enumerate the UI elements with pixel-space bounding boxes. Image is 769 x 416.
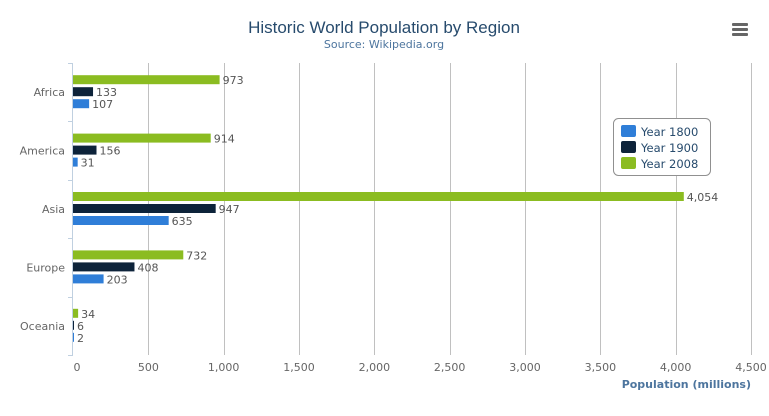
bar-year-1800[interactable] — [73, 332, 74, 342]
x-tick-label: 1,000 — [208, 361, 240, 374]
x-tick-label: 0 — [74, 361, 81, 374]
category-label: America — [20, 145, 65, 158]
hamburger-menu-icon — [732, 23, 748, 36]
bar-year-1800[interactable] — [73, 274, 104, 284]
data-label: 408 — [137, 261, 158, 274]
bar-year-2008[interactable] — [73, 308, 79, 318]
data-label: 31 — [81, 157, 95, 170]
legend-swatch — [621, 141, 636, 153]
chart-title: Historic World Population by Region — [248, 18, 520, 37]
x-axis-title: Population (millions) — [622, 378, 751, 391]
x-tick-label: 500 — [138, 361, 159, 374]
bar-year-2008[interactable] — [73, 192, 684, 201]
data-label: 4,054 — [687, 191, 719, 204]
data-label: 156 — [100, 145, 121, 158]
category-label: Oceania — [20, 320, 65, 333]
bar-year-1900[interactable] — [73, 145, 97, 155]
bar-year-1800[interactable] — [73, 157, 78, 167]
data-label: 34 — [81, 308, 95, 321]
legend-item-year-1800[interactable]: Year 1800 — [621, 125, 698, 139]
bar-year-1900[interactable] — [73, 204, 216, 213]
data-label: 133 — [96, 86, 117, 99]
data-label: 947 — [219, 203, 240, 216]
category-label: Asia — [42, 203, 65, 216]
bar-year-2008[interactable] — [73, 133, 211, 143]
bar-year-1900[interactable] — [73, 87, 94, 97]
x-tick-label: 1,500 — [283, 361, 315, 374]
legend-label: Year 2008 — [640, 157, 698, 171]
data-label: 107 — [92, 98, 113, 111]
data-label: 973 — [223, 74, 244, 87]
data-label: 203 — [107, 273, 128, 286]
bar-year-1800[interactable] — [73, 99, 90, 109]
x-tick-label: 3,500 — [585, 361, 617, 374]
legend-item-year-2008[interactable]: Year 2008 — [621, 157, 698, 171]
x-tick-label: 2,500 — [434, 361, 466, 374]
legend-swatch — [621, 125, 636, 137]
data-label: 635 — [172, 215, 193, 228]
bar-year-1900[interactable] — [73, 262, 135, 272]
category-label: Africa — [34, 86, 65, 99]
data-label: 914 — [214, 133, 235, 146]
bar-year-1800[interactable] — [73, 216, 169, 225]
legend-item-year-1900[interactable]: Year 1900 — [621, 141, 698, 155]
legend-swatch — [621, 157, 636, 169]
x-tick-label: 3,000 — [509, 361, 541, 374]
x-tick-label: 2,000 — [359, 361, 391, 374]
bar-year-2008[interactable] — [73, 250, 184, 260]
x-tick-label: 4,500 — [735, 361, 767, 374]
legend-box — [613, 118, 711, 176]
data-label: 6 — [77, 320, 84, 333]
legend: Year 1800 Year 1900 Year 2008 — [613, 118, 711, 176]
category-label: Europe — [26, 261, 65, 274]
x-tick-label: 4,000 — [660, 361, 692, 374]
bar-year-2008[interactable] — [73, 75, 220, 85]
data-label: 2 — [77, 332, 84, 345]
data-label: 732 — [186, 249, 207, 262]
legend-label: Year 1900 — [640, 141, 698, 155]
chart-subtitle: Source: Wikipedia.org — [324, 38, 444, 51]
menu-button[interactable] — [726, 16, 754, 42]
bar-year-1900[interactable] — [73, 320, 74, 330]
legend-label: Year 1800 — [640, 125, 698, 139]
